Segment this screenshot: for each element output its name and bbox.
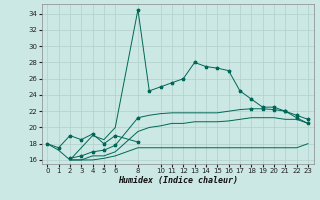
X-axis label: Humidex (Indice chaleur): Humidex (Indice chaleur) (118, 176, 237, 185)
